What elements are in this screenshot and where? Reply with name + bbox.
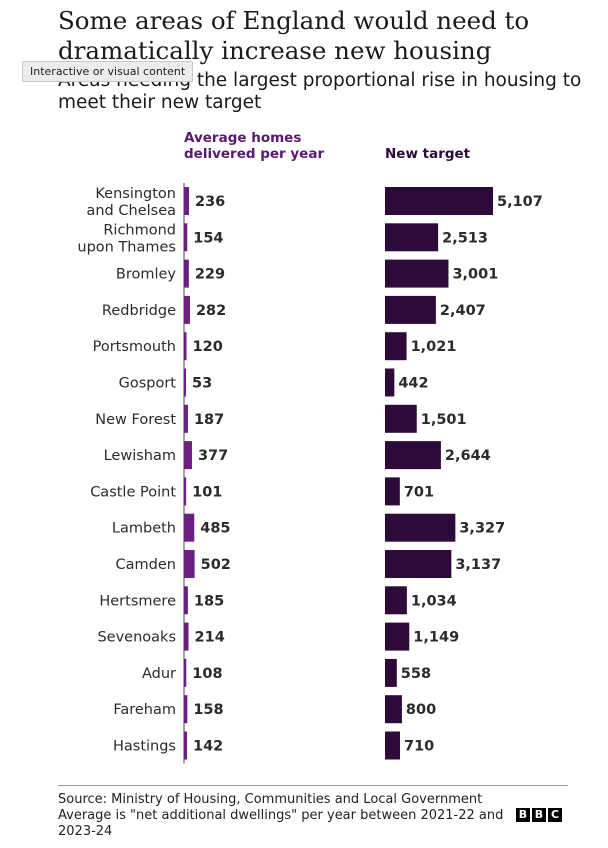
new-target-bar xyxy=(385,477,400,506)
new-target-bar xyxy=(385,295,436,324)
new-target-value-label: 3,327 xyxy=(459,521,505,537)
new-target-value-label: 1,149 xyxy=(413,630,459,646)
category-label: Portsmouth xyxy=(93,339,176,355)
average-homes-value-label: 377 xyxy=(198,448,228,464)
new-target-bar xyxy=(385,695,402,724)
new-target-value-label: 2,513 xyxy=(442,230,488,246)
average-homes-bar xyxy=(184,513,195,542)
category-label: Gosport xyxy=(119,376,177,392)
new-target-value-label: 701 xyxy=(404,484,434,500)
new-target-value-label: 442 xyxy=(398,376,428,392)
new-target-bar xyxy=(385,404,417,433)
average-homes-bar xyxy=(184,695,188,724)
average-homes-value-label: 108 xyxy=(192,666,222,682)
category-label: Adur xyxy=(142,666,176,682)
average-homes-value-label: 282 xyxy=(196,303,226,319)
average-homes-bar xyxy=(184,368,186,397)
average-homes-value-label: 214 xyxy=(195,630,225,646)
category-label: Bromley xyxy=(116,267,177,283)
new-target-value-label: 1,034 xyxy=(411,593,457,609)
column-header-average-homes: Average homes delivered per year xyxy=(184,130,325,162)
average-homes-value-label: 154 xyxy=(193,230,223,246)
category-label: Richmond upon Thames xyxy=(77,222,176,255)
average-homes-bar xyxy=(184,404,188,433)
new-target-value-label: 558 xyxy=(401,666,431,682)
new-target-bar xyxy=(385,223,439,252)
category-label: Camden xyxy=(116,557,176,573)
category-label: Fareham xyxy=(113,702,176,718)
new-target-bar xyxy=(385,586,407,615)
new-target-value-label: 800 xyxy=(406,702,436,718)
average-homes-value-label: 502 xyxy=(201,557,231,573)
new-target-value-label: 1,021 xyxy=(411,339,457,355)
average-definition-note: Average is "net additional dwellings" pe… xyxy=(58,808,504,839)
category-label: Hastings xyxy=(113,739,176,755)
category-label: Lewisham xyxy=(104,448,176,464)
average-homes-bar xyxy=(184,550,195,578)
average-homes-value-label: 158 xyxy=(193,702,223,718)
source-note: Source: Ministry of Housing, Communities… xyxy=(58,792,483,807)
category-label: Hertsmere xyxy=(99,593,176,609)
new-target-value-label: 3,001 xyxy=(452,267,498,283)
new-target-value-label: 2,407 xyxy=(440,303,486,319)
new-target-bar xyxy=(385,513,456,542)
new-target-bar xyxy=(385,550,452,578)
category-label: Lambeth xyxy=(112,521,176,537)
new-target-bar xyxy=(385,259,449,288)
average-homes-value-label: 229 xyxy=(195,267,225,283)
bar-chart: Kensington and Chelsea 236 5,107 Richmond upo… xyxy=(77,183,543,764)
bbc-logo-letter: B xyxy=(516,808,530,822)
average-homes-bar xyxy=(184,295,190,324)
content-type-badge: Interactive or visual content xyxy=(22,61,194,82)
bbc-logo: B B C xyxy=(516,808,562,822)
new-target-bar xyxy=(385,622,410,651)
new-target-bar xyxy=(385,658,397,687)
category-label: New Forest xyxy=(95,412,176,428)
average-homes-bar xyxy=(184,223,188,252)
category-label: Kensington and Chelsea xyxy=(86,186,176,219)
average-homes-bar xyxy=(184,658,187,687)
new-target-bar xyxy=(385,368,395,397)
average-homes-value-label: 236 xyxy=(195,194,225,210)
average-homes-bar xyxy=(184,332,187,361)
average-homes-value-label: 185 xyxy=(194,593,224,609)
average-homes-value-label: 53 xyxy=(192,376,212,392)
new-target-value-label: 2,644 xyxy=(445,448,491,464)
footer-divider xyxy=(58,785,568,786)
average-homes-value-label: 485 xyxy=(200,521,230,537)
new-target-bar xyxy=(385,187,493,215)
average-homes-bar xyxy=(184,441,192,470)
average-homes-value-label: 120 xyxy=(193,339,223,355)
average-homes-value-label: 142 xyxy=(193,739,223,755)
footer-text: Source: Ministry of Housing, Communities… xyxy=(58,792,518,840)
average-homes-bar xyxy=(184,477,187,506)
bbc-logo-letter: C xyxy=(548,808,562,822)
average-homes-value-label: 187 xyxy=(194,412,224,428)
category-label: Sevenoaks xyxy=(97,630,176,646)
average-homes-bar xyxy=(184,622,189,651)
new-target-value-label: 710 xyxy=(404,739,434,755)
new-target-bar xyxy=(385,731,401,760)
new-target-value-label: 3,137 xyxy=(455,557,501,573)
chart-title: Some areas of England would need to dram… xyxy=(58,6,530,65)
column-header-new-target: New target xyxy=(385,146,471,162)
category-label: Castle Point xyxy=(90,484,176,500)
average-homes-bar xyxy=(184,586,188,615)
category-label: Redbridge xyxy=(102,303,176,319)
average-homes-value-label: 101 xyxy=(192,484,222,500)
new-target-value-label: 5,107 xyxy=(497,194,543,210)
new-target-value-label: 1,501 xyxy=(421,412,467,428)
new-target-bar xyxy=(385,441,441,470)
average-homes-bar xyxy=(184,731,188,760)
average-homes-bar xyxy=(184,187,189,215)
new-target-bar xyxy=(385,332,407,361)
bbc-logo-letter: B xyxy=(532,808,546,822)
average-homes-bar xyxy=(184,259,189,288)
